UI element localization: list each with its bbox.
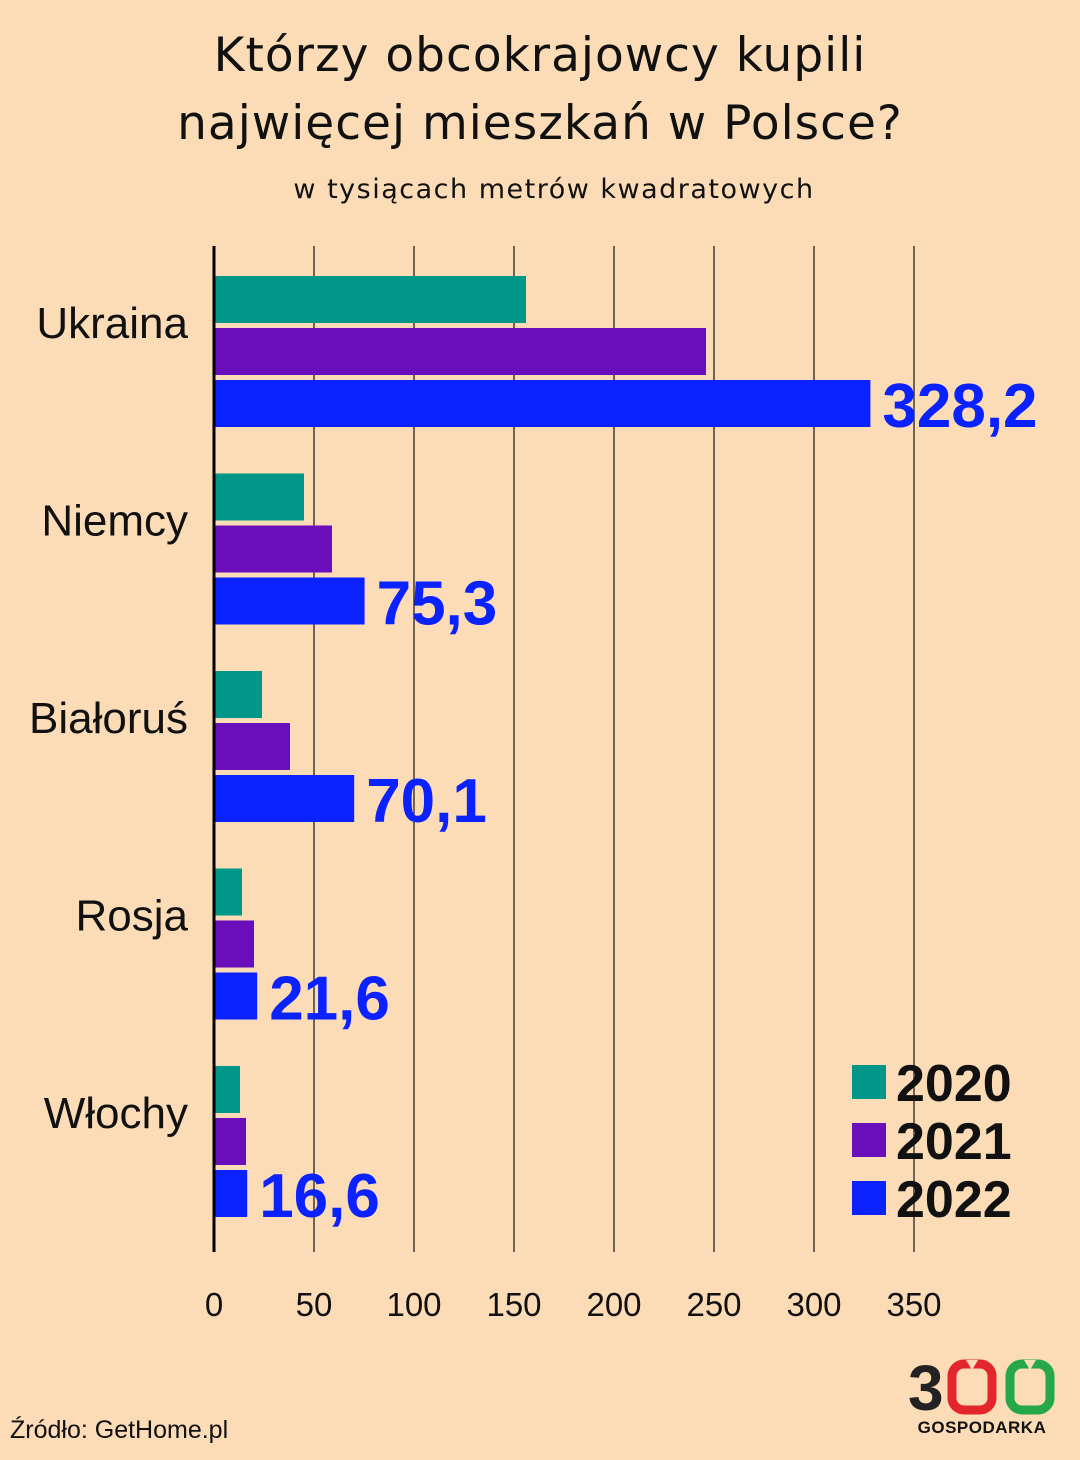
value-label-4: 16,6 [259,1162,380,1231]
logo-ring-red [947,1359,997,1415]
value-label-0: 328,2 [882,372,1037,441]
category-label-0: Ukraina [36,299,188,348]
x-tick-label-350: 350 [886,1286,941,1323]
logo-ring-green [1005,1359,1055,1415]
category-label-2: Białoruś [29,694,188,743]
bar-2020-3 [215,868,242,916]
bar-2020-2 [215,671,262,718]
chart-title: Którzy obcokrajowcy kupili najwięcej mie… [0,22,1080,158]
value-label-2: 70,1 [366,767,487,836]
x-tick-label-250: 250 [686,1286,741,1323]
chart-subtitle: w tysiącach metrów kwadratowych [293,174,815,205]
x-tick-label-200: 200 [586,1286,641,1323]
bar-2020-4 [215,1066,240,1113]
x-tick-label-300: 300 [786,1286,841,1323]
bar-2022-3 [215,972,258,1020]
bar-2022-1 [215,577,365,625]
legend-swatch-2022 [852,1181,886,1215]
bar-2021-3 [215,920,254,968]
bars [215,276,871,1217]
legend-label-2022: 2022 [896,1171,1012,1229]
bar-2022-0 [215,380,871,427]
category-labels: Ukraina Niemcy Białoruś Rosja Włochy [29,299,188,1138]
gospodarka-300-logo: 3 GOSPODARKA [908,1352,1058,1446]
source-note: Źródło: GetHome.pl [10,1416,229,1444]
category-label-1: Niemcy [41,497,188,546]
logo-300-mark: 3 [908,1352,1055,1424]
title-line-2: najwięcej mieszkań w Polsce? [177,96,903,151]
x-tick-label-100: 100 [386,1286,441,1323]
legend-swatch-2021 [852,1123,886,1157]
legend-label-2020: 2020 [896,1055,1012,1113]
title-line-1: Którzy obcokrajowcy kupili [213,28,867,83]
logo-digit-3: 3 [908,1356,944,1418]
logo-notch-red [966,1360,978,1370]
x-tick-label-50: 50 [296,1286,333,1323]
bar-2021-4 [215,1118,246,1165]
x-tick-labels: 0 50 100 150 200 250 300 350 [205,1286,942,1323]
x-tick-label-150: 150 [486,1286,541,1323]
x-tick-label-0: 0 [205,1286,223,1323]
legend-label-2021: 2021 [896,1113,1012,1171]
bar-2022-4 [215,1170,248,1217]
category-label-3: Rosja [76,892,189,941]
logo-notch-green [1024,1360,1036,1370]
logo-text: GOSPODARKA [917,1418,1047,1437]
value-labels: 328,2 75,3 70,1 21,6 16,6 [259,372,1037,1231]
bar-2021-1 [215,525,332,573]
value-label-3: 21,6 [269,965,390,1034]
bar-2020-0 [215,276,526,323]
bar-2021-2 [215,723,290,770]
category-label-4: Włochy [44,1089,188,1138]
bar-2021-0 [215,328,706,375]
legend-swatch-2020 [852,1065,886,1099]
bar-2020-1 [215,473,304,521]
bar-2022-2 [215,775,355,822]
value-label-1: 75,3 [377,570,498,639]
